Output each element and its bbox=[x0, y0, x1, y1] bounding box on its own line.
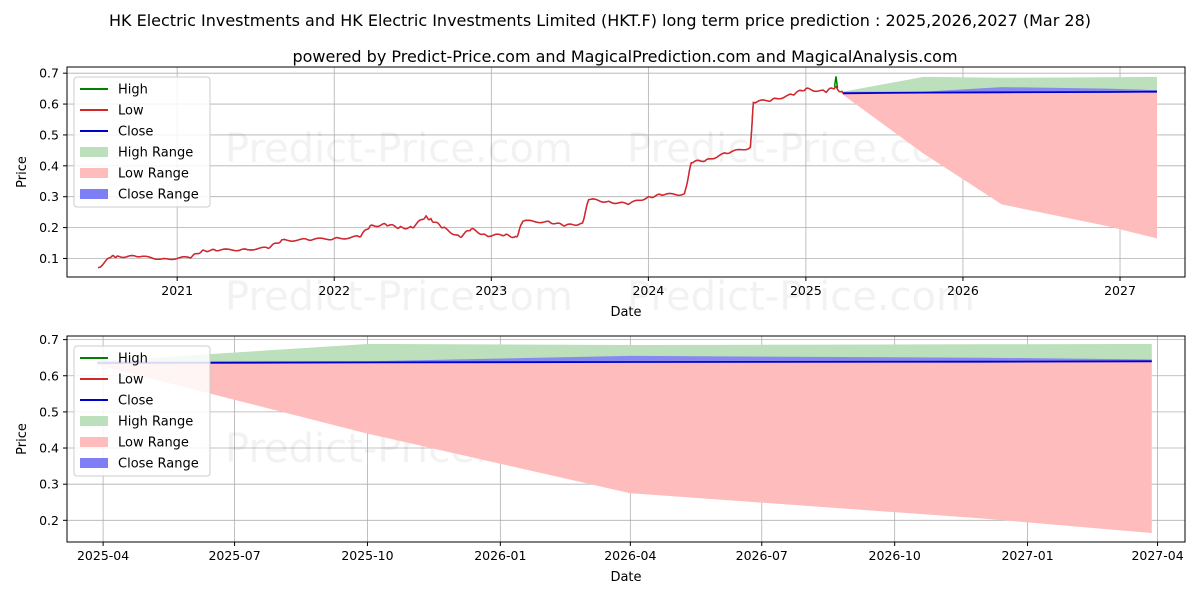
y-tick-label: 0.2 bbox=[39, 513, 59, 528]
legend: High Low Close High Range Low Range Close Ran… bbox=[73, 345, 211, 477]
x-tick-label: 2026-01 bbox=[474, 548, 526, 563]
legend-swatch-close-range bbox=[80, 189, 108, 199]
low-range-band bbox=[842, 91, 1157, 239]
legend-swatch-low-range bbox=[80, 437, 108, 447]
x-tick-label: 2026-10 bbox=[869, 548, 921, 563]
y-tick-label: 0.6 bbox=[39, 97, 59, 112]
legend-high: High bbox=[118, 83, 148, 98]
legend-swatch-high-range bbox=[80, 147, 108, 157]
x-tick-label: 2021 bbox=[161, 283, 193, 298]
legend-low-range: Low Range bbox=[118, 436, 189, 451]
x-tick-label: 2026-04 bbox=[604, 548, 656, 563]
y-tick-label: 0.5 bbox=[39, 127, 59, 142]
legend-close-range: Close Range bbox=[118, 188, 199, 203]
y-tick-label: 0.7 bbox=[39, 66, 59, 81]
x-tick-label: 2027 bbox=[1104, 283, 1136, 298]
x-tick-label: 2026-07 bbox=[736, 548, 788, 563]
x-tick-label: 2026 bbox=[947, 283, 979, 298]
y-tick-label: 0.6 bbox=[39, 368, 59, 383]
legend-close: Close bbox=[118, 394, 153, 409]
x-axis-label: Date bbox=[610, 305, 641, 320]
x-tick-label: 2025-10 bbox=[341, 548, 393, 563]
legend-low: Low bbox=[118, 373, 144, 388]
legend-low-range: Low Range bbox=[118, 167, 189, 182]
x-tick-label: 2025-04 bbox=[77, 548, 129, 563]
x-tick-label: 2025 bbox=[790, 283, 822, 298]
y-tick-label: 0.2 bbox=[39, 220, 59, 235]
watermark-text: Predict-Price.com bbox=[627, 274, 975, 320]
y-tick-label: 0.4 bbox=[39, 158, 59, 173]
plot-frame bbox=[66, 66, 1186, 278]
low-range-band bbox=[97, 361, 1152, 533]
legend-high: High bbox=[118, 352, 148, 367]
x-tick-label: 2023 bbox=[475, 283, 507, 298]
high-series-line bbox=[833, 76, 839, 89]
legend-swatch-close-range bbox=[80, 458, 108, 468]
legend-swatch-low-range bbox=[80, 168, 108, 178]
x-tick-label: 2022 bbox=[318, 283, 350, 298]
y-axis-label: Price bbox=[15, 156, 30, 188]
chart-subtitle: powered by Predict-Price.com and Magical… bbox=[292, 47, 957, 66]
y-tick-label: 0.7 bbox=[39, 332, 59, 347]
x-tick-label: 2024 bbox=[632, 283, 664, 298]
y-tick-label: 0.3 bbox=[39, 189, 59, 204]
legend-high-range: High Range bbox=[118, 415, 193, 430]
y-tick-label: 0.1 bbox=[39, 251, 59, 266]
x-tick-label: 2027-01 bbox=[1001, 548, 1053, 563]
watermark-text: Predict-Price.com bbox=[225, 274, 573, 320]
legend-high-range: High Range bbox=[118, 146, 193, 161]
low-series-line bbox=[97, 85, 844, 269]
plot-frame bbox=[66, 335, 1186, 543]
bottom-panel: Predict-Price.comPredict-Price.com2025-0… bbox=[15, 332, 1186, 585]
y-tick-label: 0.5 bbox=[39, 404, 59, 419]
y-axis-label: Price bbox=[15, 423, 30, 455]
top-panel: Predict-Price.com Predict-Price.com Predic… bbox=[15, 66, 1186, 320]
x-tick-label: 2025-07 bbox=[208, 548, 260, 563]
x-tick-label: 2027-04 bbox=[1131, 548, 1183, 563]
watermark-text: Predict-Price.com bbox=[225, 126, 573, 172]
chart-title: HK Electric Investments and HK Electric … bbox=[109, 11, 1091, 30]
x-axis-label: Date bbox=[610, 570, 641, 585]
legend: High Low Close High Range Low Range Close Ran… bbox=[73, 76, 211, 208]
y-tick-label: 0.4 bbox=[39, 441, 59, 456]
close-forecast-line bbox=[97, 360, 1152, 364]
legend-close: Close bbox=[118, 125, 153, 140]
legend-low: Low bbox=[118, 104, 144, 119]
close-forecast-line bbox=[842, 90, 1158, 95]
legend-swatch-high-range bbox=[80, 416, 108, 426]
legend-close-range: Close Range bbox=[118, 457, 199, 472]
y-tick-label: 0.3 bbox=[39, 477, 59, 492]
